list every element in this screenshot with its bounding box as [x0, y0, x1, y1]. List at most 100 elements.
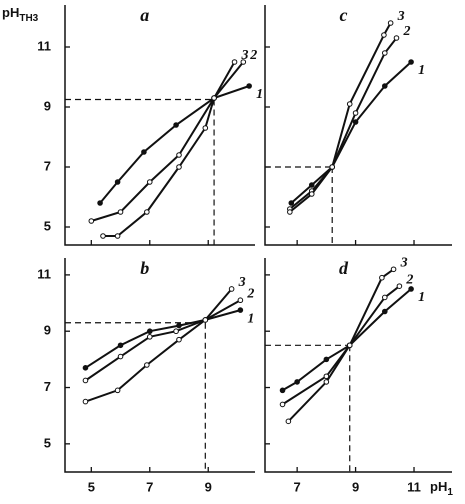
- series-label: 2: [405, 272, 413, 287]
- point: [408, 286, 414, 292]
- series-line: [84, 309, 241, 369]
- series-line: [290, 61, 412, 204]
- x-tick-label: 7: [294, 479, 301, 494]
- y-axis-label-main: pH: [2, 5, 19, 20]
- point: [346, 101, 353, 107]
- point: [381, 294, 388, 301]
- series-line: [99, 85, 250, 204]
- x-axis-label-sub: 1: [447, 487, 453, 498]
- point: [308, 191, 315, 197]
- x-tick-label: 9: [352, 479, 359, 494]
- point: [176, 164, 182, 170]
- y-tick-label: 7: [44, 379, 51, 394]
- point: [146, 334, 153, 340]
- panel-title: a: [140, 5, 149, 25]
- point: [176, 152, 182, 158]
- point: [393, 35, 400, 41]
- point: [117, 353, 124, 360]
- series-line: [282, 288, 412, 392]
- y-tick-label: 5: [44, 435, 51, 450]
- point: [323, 373, 330, 380]
- panel-title: d: [339, 258, 349, 278]
- point: [114, 233, 121, 239]
- point: [144, 209, 150, 215]
- point: [379, 274, 385, 281]
- point: [88, 218, 95, 224]
- point: [237, 307, 244, 313]
- x-tick-label: 5: [88, 479, 95, 494]
- point: [240, 59, 247, 65]
- point: [202, 317, 209, 323]
- y-tick-label: 5: [44, 218, 51, 233]
- point: [408, 59, 414, 65]
- series-label: 3: [241, 48, 249, 63]
- point: [279, 387, 286, 394]
- y-tick-label: 11: [37, 38, 51, 53]
- series-label: 3: [397, 9, 405, 24]
- point: [323, 379, 330, 385]
- point: [352, 119, 359, 125]
- x-tick-label: 9: [205, 479, 212, 494]
- point: [288, 200, 295, 206]
- series-line: [85, 288, 233, 403]
- y-tick-label: 11: [37, 266, 51, 281]
- point: [396, 283, 403, 289]
- series-label: 2: [246, 286, 254, 301]
- point: [228, 286, 235, 292]
- point: [381, 308, 388, 315]
- point: [114, 179, 121, 185]
- axis: [64, 5, 255, 246]
- point: [211, 95, 217, 101]
- series-label: 2: [402, 24, 410, 39]
- point: [117, 209, 124, 215]
- point: [176, 322, 182, 329]
- x-axis-label-main: pH: [430, 479, 447, 494]
- y-tick-label: 9: [44, 323, 51, 338]
- point: [279, 401, 286, 408]
- point: [117, 342, 124, 349]
- point: [176, 336, 182, 343]
- point: [173, 122, 179, 128]
- point: [323, 356, 330, 363]
- point: [287, 209, 293, 215]
- x-tick-label: 7: [146, 479, 153, 494]
- y-axis-label-sub: TH3: [19, 13, 38, 24]
- point: [390, 266, 397, 273]
- point: [329, 164, 336, 170]
- point: [352, 110, 359, 116]
- point: [387, 20, 394, 26]
- point: [285, 418, 292, 425]
- point: [381, 50, 388, 56]
- point: [246, 83, 252, 89]
- series-line: [84, 299, 241, 382]
- series-label: 3: [400, 255, 408, 270]
- series-label: 3: [238, 275, 246, 290]
- point: [294, 379, 300, 385]
- series-label: 1: [247, 311, 254, 326]
- point: [82, 365, 89, 371]
- series-label: 2: [249, 48, 257, 63]
- series-line: [289, 37, 398, 210]
- x-tick-label: 11: [407, 479, 421, 494]
- point: [146, 179, 153, 185]
- point: [237, 297, 244, 304]
- axis: [64, 258, 255, 473]
- series-line: [289, 22, 392, 213]
- x-axis-label: pH1: [430, 479, 453, 497]
- point: [114, 387, 121, 394]
- panel-title: c: [340, 5, 348, 25]
- point: [308, 182, 315, 188]
- point: [146, 328, 153, 335]
- point: [173, 328, 179, 335]
- y-tick-label: 7: [44, 158, 51, 173]
- point: [381, 32, 387, 38]
- point: [202, 125, 209, 131]
- point: [100, 233, 106, 239]
- series-label: 1: [418, 63, 425, 78]
- series-label: 1: [418, 290, 425, 305]
- series-label: 1: [256, 87, 263, 102]
- point: [231, 59, 238, 65]
- axis: [264, 5, 452, 246]
- series-line: [91, 61, 245, 222]
